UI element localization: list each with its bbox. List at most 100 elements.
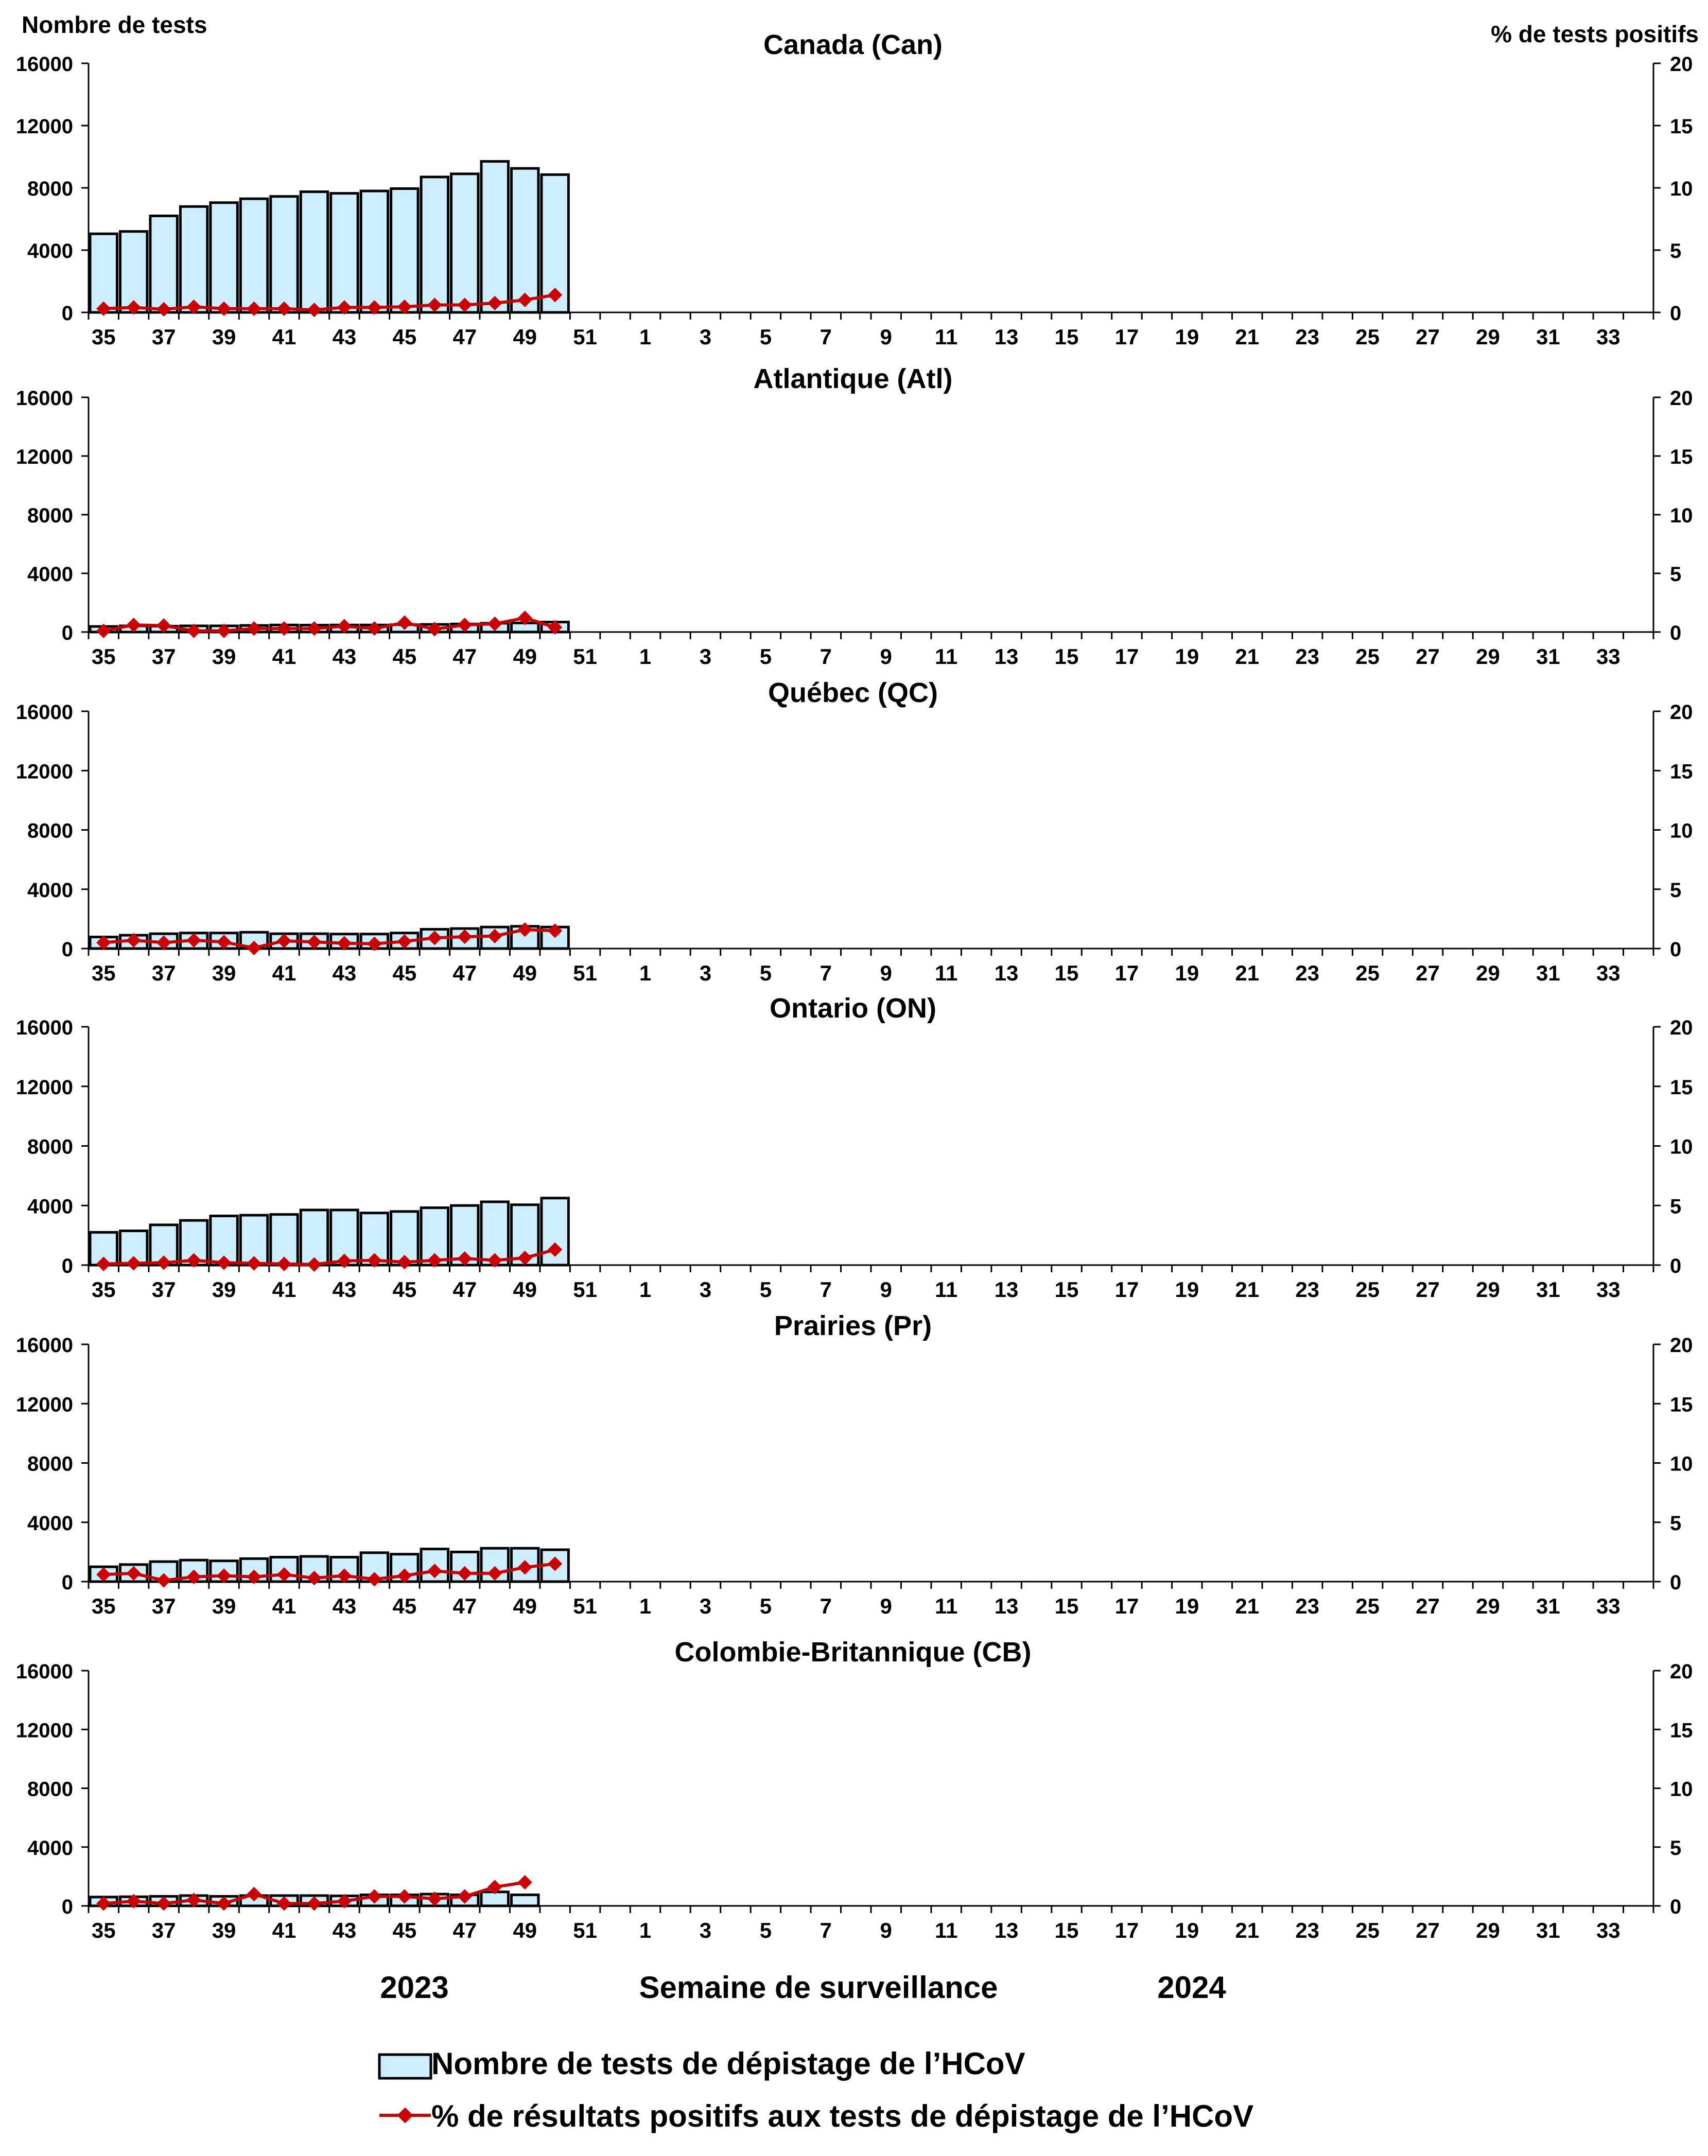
positivity-point <box>517 1250 532 1266</box>
positivity-point <box>457 297 472 312</box>
panel-5: Colombie-Britannique (CB) 0 4000 8000 12000 1… <box>16 1637 1693 1942</box>
bar <box>179 205 209 314</box>
y-left-tick-label: 8000 <box>27 1778 73 1801</box>
y-left-tick-label: 16000 <box>16 1334 73 1357</box>
y-right-tick-label: 5 <box>1670 563 1681 586</box>
bar <box>269 195 299 314</box>
y-right-tick-label: 20 <box>1670 1660 1693 1683</box>
x-tick-label: 17 <box>1115 961 1139 985</box>
positivity-point <box>156 1573 171 1588</box>
y-left-tick-label: 16000 <box>16 1016 73 1039</box>
x-axis-title: Semaine de surveillance <box>639 1970 998 2005</box>
bar <box>329 192 359 314</box>
positivity-point <box>427 297 442 312</box>
positivity-point <box>397 934 412 949</box>
x-tick-label: 5 <box>760 325 772 349</box>
x-tick-label: 41 <box>272 325 297 349</box>
x-tick-label: 1 <box>639 644 651 669</box>
y-left-tick-label: 12000 <box>16 1076 73 1099</box>
positivity-point <box>216 1896 232 1911</box>
x-tick-label: 29 <box>1476 325 1500 349</box>
x-tick-label: 47 <box>452 1918 477 1942</box>
positivity-point <box>487 295 502 311</box>
positivity-point <box>337 1253 352 1269</box>
positivity-point <box>367 300 382 315</box>
x-tick-label: 29 <box>1476 1594 1500 1618</box>
x-tick-label: 43 <box>333 1594 357 1618</box>
positivity-point <box>156 1255 171 1270</box>
x-tick-label: 45 <box>392 325 416 349</box>
y-left-tick-label: 8000 <box>27 1136 73 1159</box>
positivity-point <box>156 302 171 317</box>
positivity-point <box>276 621 292 636</box>
y-right-tick-label: 5 <box>1670 1837 1681 1860</box>
x-tick-label: 49 <box>513 1594 537 1618</box>
x-tick-label: 27 <box>1416 961 1440 985</box>
x-tick-label: 13 <box>995 325 1019 349</box>
x-tick-label: 45 <box>392 961 416 985</box>
positivity-point <box>216 1255 232 1270</box>
x-tick-label: 29 <box>1476 961 1500 985</box>
positivity-point <box>457 1889 472 1904</box>
x-tick-label: 35 <box>92 1918 116 1942</box>
positivity-point <box>247 621 262 636</box>
positivity-point <box>427 1253 442 1268</box>
x-tick-label: 31 <box>1536 1277 1560 1302</box>
x-tick-label: 13 <box>995 1594 1019 1618</box>
bar <box>89 232 118 314</box>
x-tick-label: 27 <box>1416 1594 1440 1618</box>
x-tick-label: 51 <box>573 644 597 669</box>
y-right-tick-label: 0 <box>1670 1571 1681 1594</box>
x-tick-label: 33 <box>1596 1277 1620 1302</box>
legend: Nombre de tests de dépistage de l’HCoV %… <box>378 2046 1253 2133</box>
positivity-point <box>427 931 442 945</box>
bar <box>209 201 239 314</box>
x-tick-label: 13 <box>995 961 1019 985</box>
y-right-tick-label: 20 <box>1670 387 1693 410</box>
x-tick-label: 39 <box>212 325 236 349</box>
positivity-point <box>307 303 322 318</box>
positivity-point <box>397 299 412 314</box>
x-tick-label: 1 <box>639 325 651 349</box>
y-right-tick-label: 20 <box>1670 1334 1693 1357</box>
x-tick-label: 15 <box>1055 1594 1079 1618</box>
x-tick-label: 23 <box>1295 1594 1319 1618</box>
positivity-point <box>276 1567 292 1582</box>
x-tick-label: 7 <box>820 1277 832 1302</box>
x-tick-label: 17 <box>1115 1918 1139 1942</box>
bar <box>390 187 420 314</box>
y-right-tick-label: 5 <box>1670 1512 1681 1535</box>
x-tick-label: 29 <box>1476 1918 1500 1942</box>
x-tick-label: 37 <box>152 1594 176 1618</box>
y-right-tick-label: 20 <box>1670 1016 1693 1039</box>
positivity-point <box>517 922 532 937</box>
y-right-tick-label: 10 <box>1670 178 1693 200</box>
positivity-point <box>457 1251 472 1266</box>
x-tick-label: 51 <box>573 1918 597 1942</box>
y-right-tick-label: 15 <box>1670 115 1693 138</box>
y-left-tick-label: 0 <box>62 1571 73 1594</box>
x-tick-label: 43 <box>333 1277 357 1302</box>
x-tick-label: 19 <box>1175 1277 1199 1302</box>
x-tick-label: 25 <box>1355 1918 1380 1942</box>
positivity-point <box>517 1560 532 1575</box>
y-left-tick-label: 4000 <box>27 1837 73 1860</box>
x-tick-label: 21 <box>1235 1594 1259 1618</box>
bar <box>149 214 179 314</box>
x-tick-label: 37 <box>152 961 176 985</box>
x-tick-label: 39 <box>212 1594 236 1618</box>
x-tick-label: 9 <box>880 325 892 349</box>
x-tick-label: 11 <box>935 1277 957 1302</box>
y-left-tick-label: 4000 <box>27 240 73 262</box>
x-tick-label: 7 <box>820 961 832 985</box>
positivity-point <box>427 622 442 637</box>
x-tick-label: 13 <box>995 1918 1019 1942</box>
x-tick-label: 33 <box>1596 325 1620 349</box>
legend-line-label: % de résultats positifs aux tests de dép… <box>431 2099 1253 2133</box>
bar <box>299 190 329 314</box>
y-left-tick-label: 0 <box>62 622 73 644</box>
positivity-point <box>548 287 563 303</box>
y-right-tick-label: 10 <box>1670 1136 1693 1159</box>
x-tick-label: 45 <box>392 1918 416 1942</box>
